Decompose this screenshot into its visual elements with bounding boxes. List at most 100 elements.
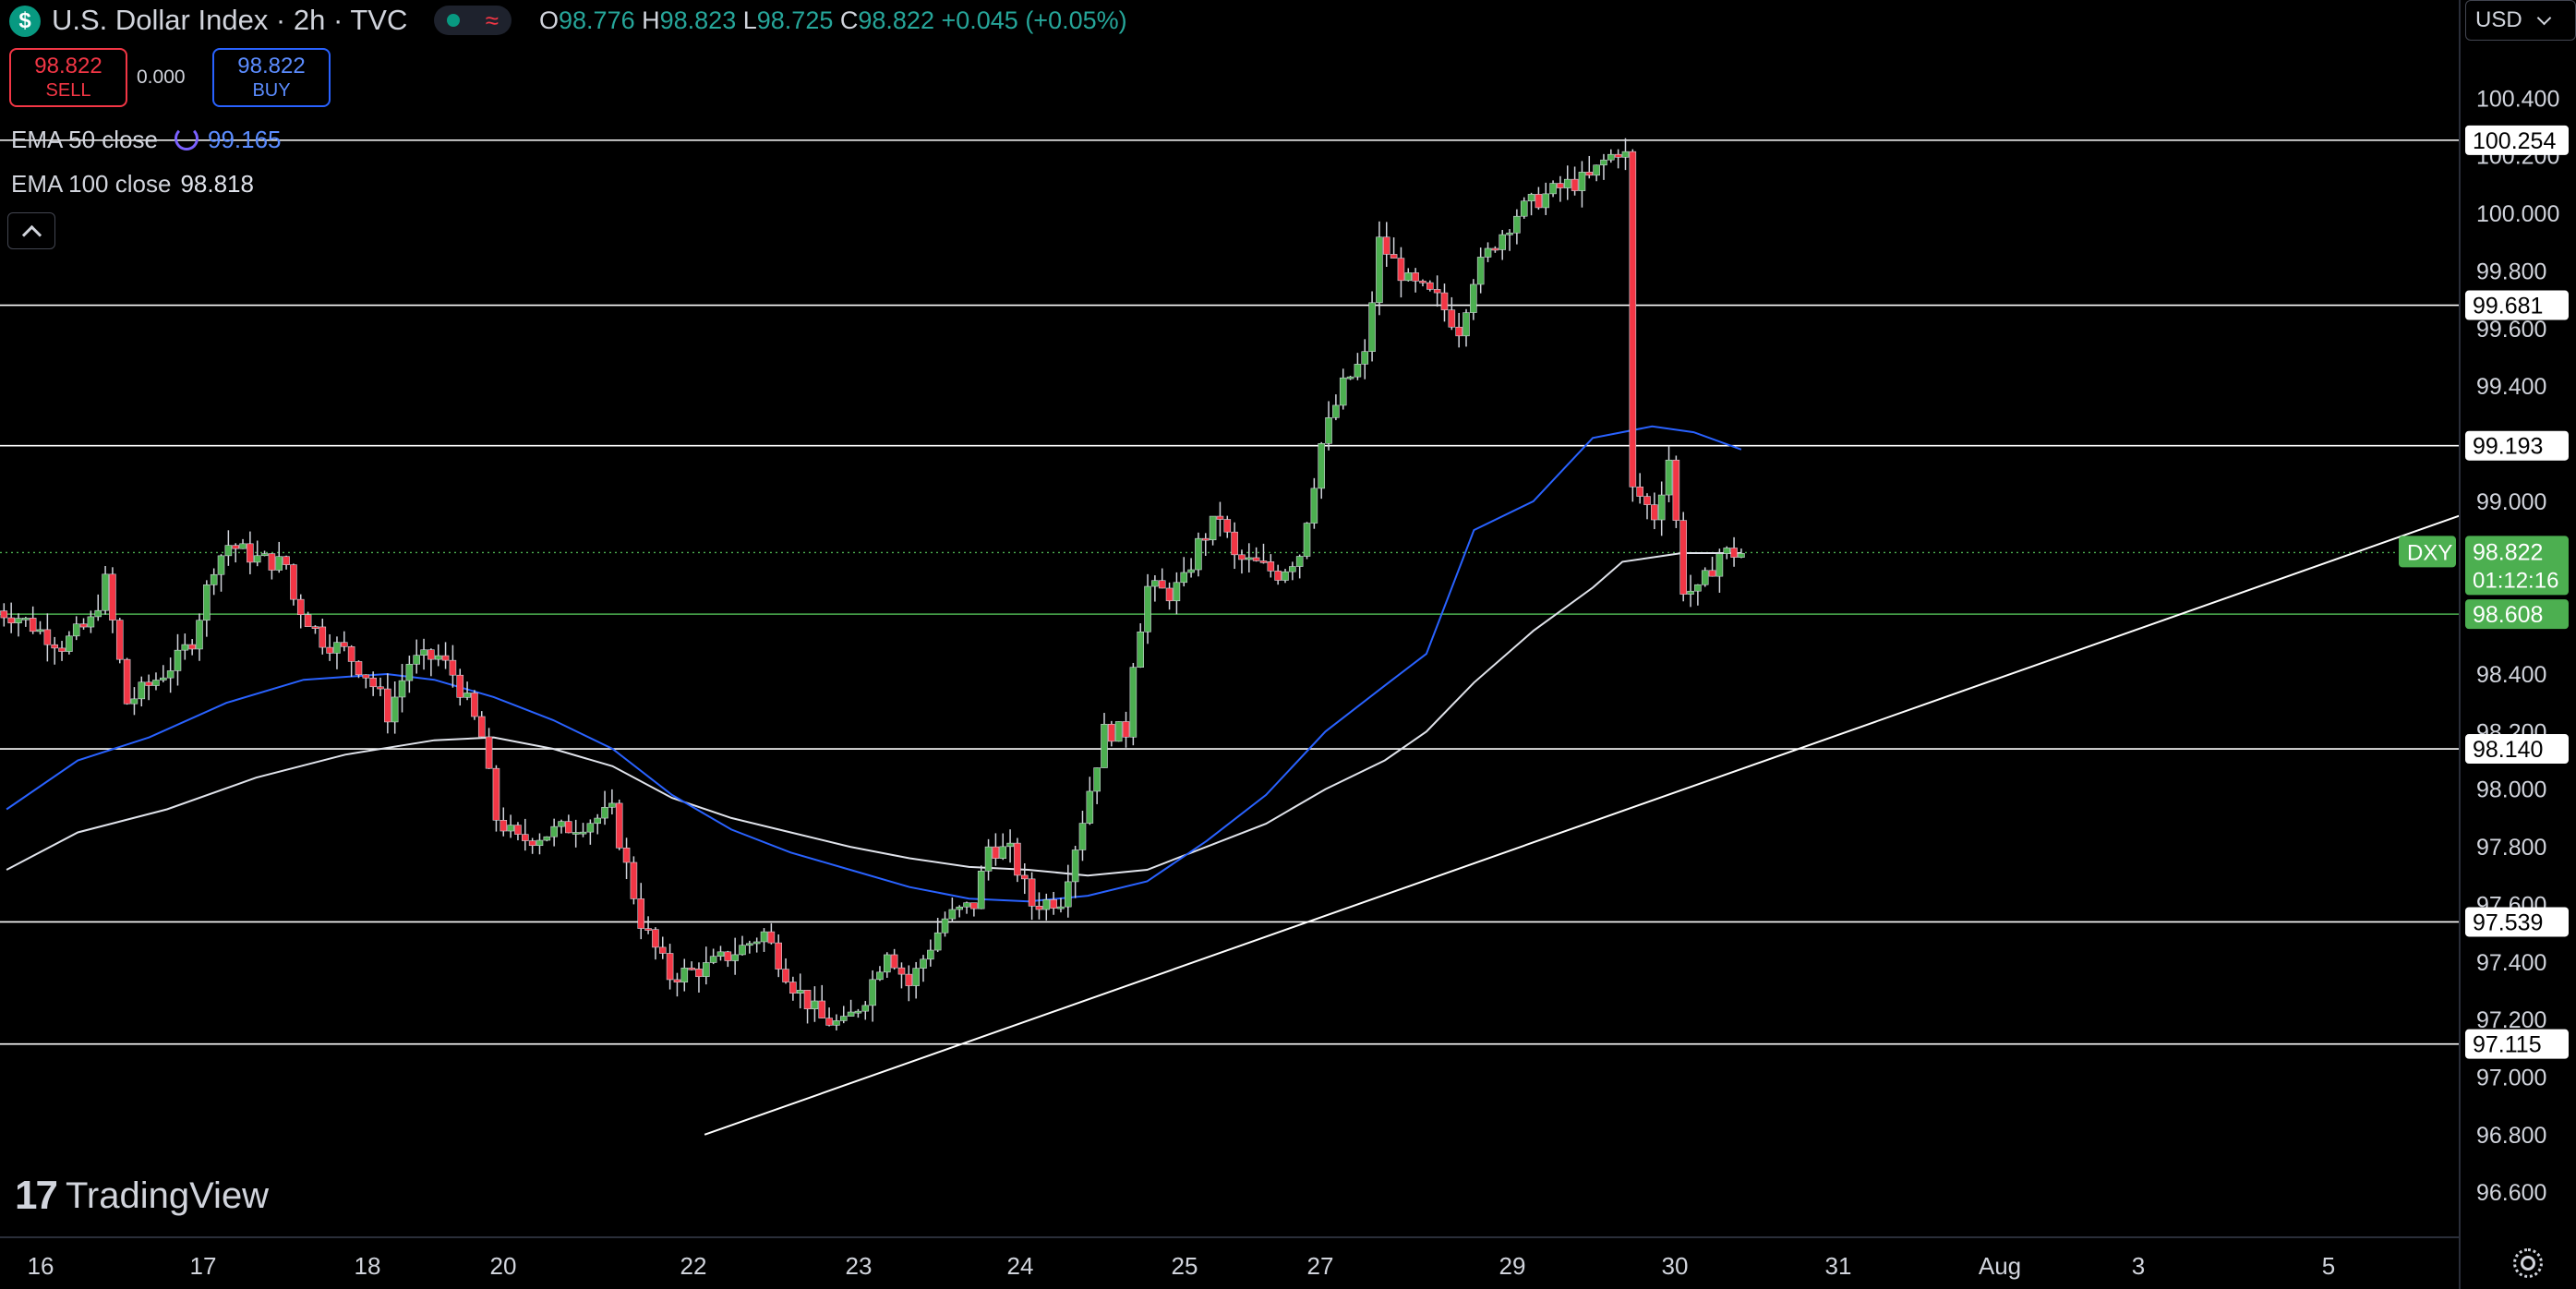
time-tick-label: 3 <box>2132 1252 2145 1280</box>
countdown-label: 01:12:16 <box>2473 568 2558 593</box>
price-tick-label: 99.600 <box>2476 317 2546 343</box>
price-axis[interactable]: 100.400100.200100.00099.80099.60099.4009… <box>2399 0 2569 1289</box>
tradingview-watermark[interactable]: 17 TradingView <box>15 1173 269 1219</box>
candle-body <box>1397 258 1405 282</box>
time-tick-label: 30 <box>1662 1252 1689 1280</box>
candle-body <box>1448 309 1456 328</box>
sell-button[interactable]: 98.822 SELL <box>9 48 127 107</box>
candle-body <box>500 820 508 832</box>
level-price-label: 100.254 <box>2473 128 2556 154</box>
candle-body <box>1491 247 1499 251</box>
candle-body <box>1440 292 1449 310</box>
candle-body <box>1484 247 1492 258</box>
candle-body <box>702 962 710 978</box>
candle-body <box>558 821 565 827</box>
candle-body <box>1216 515 1224 520</box>
candle-body <box>1151 580 1159 587</box>
price-tick-label: 100.400 <box>2476 86 2559 112</box>
buy-label: BUY <box>252 80 291 101</box>
candle-body <box>79 623 88 628</box>
candle-body <box>818 1000 826 1018</box>
candle-body <box>0 610 8 619</box>
time-tick-label: 29 <box>1499 1252 1526 1280</box>
time-axis[interactable]: 16 17 18 20 22 23 24 25 27 29 30 31 Aug 3 5 <box>0 1236 2460 1280</box>
support-trendline <box>704 514 2461 1136</box>
price-tick-label: 98.000 <box>2476 777 2546 803</box>
candle-body <box>311 626 319 629</box>
candle-body <box>181 644 189 651</box>
candle-body <box>210 573 218 585</box>
gear-icon[interactable] <box>2513 1248 2543 1278</box>
candle-body <box>1715 553 1724 577</box>
candle-body <box>115 620 124 660</box>
candle-body <box>1571 178 1579 191</box>
candle-body <box>536 839 544 847</box>
candle-body <box>1318 443 1325 489</box>
loop-icon[interactable] <box>174 126 199 151</box>
indicator-ema50[interactable]: EMA 50 close 99.165 <box>11 126 282 154</box>
candle-body <box>260 553 269 557</box>
level-price-label: 97.539 <box>2473 910 2543 935</box>
candle-body <box>1158 580 1166 589</box>
candle-body <box>477 716 486 738</box>
candle-body <box>796 990 804 994</box>
candle-body <box>1412 272 1419 282</box>
candle-body <box>22 618 30 620</box>
candle-body <box>109 573 116 620</box>
candle-body <box>326 646 333 654</box>
candle-body <box>521 834 529 841</box>
candle-body <box>7 617 15 624</box>
ema100-line <box>6 552 1741 877</box>
candle-body <box>1513 215 1521 234</box>
indicator-ema50-label: EMA 50 close <box>11 126 158 153</box>
candle-body <box>608 802 616 808</box>
candle-body <box>622 847 631 863</box>
level-price-tag <box>2465 430 2569 461</box>
candle-body <box>1231 531 1238 556</box>
candle-body <box>232 545 239 549</box>
chart-title[interactable]: U.S. Dollar Index · 2h · TVC <box>52 4 408 36</box>
candle-body <box>1476 257 1485 285</box>
candle-body <box>87 616 95 628</box>
market-status[interactable]: ≈ <box>434 6 512 35</box>
sell-price: 98.822 <box>34 54 102 78</box>
time-tick-label: 20 <box>490 1252 517 1280</box>
currency-select[interactable]: USD <box>2465 0 2576 41</box>
indicator-ema50-value: 99.165 <box>207 126 282 153</box>
collapse-indicators-button[interactable] <box>7 212 55 249</box>
candle-body <box>1209 515 1217 541</box>
candle-body <box>1332 404 1340 418</box>
candle-body <box>1708 570 1716 577</box>
candle-body <box>188 644 196 650</box>
candle-body <box>1303 523 1311 557</box>
candle-body <box>543 836 551 841</box>
candle-body <box>1187 569 1195 573</box>
buy-button[interactable]: 98.822 BUY <box>212 48 331 107</box>
candle-body <box>1274 571 1282 581</box>
candle-body <box>427 649 435 660</box>
candle-body <box>1020 874 1029 880</box>
candle-body <box>811 1000 819 1010</box>
candle-body <box>283 556 290 565</box>
candle-body <box>1137 632 1144 668</box>
candle-body <box>152 680 160 686</box>
candle-body <box>247 543 254 563</box>
candle-body <box>803 990 812 1010</box>
candle-body <box>1701 570 1709 585</box>
candle-body <box>572 832 580 835</box>
indicator-ema100[interactable]: EMA 100 close 98.818 <box>11 170 254 199</box>
candle-body <box>15 618 22 624</box>
change-value: +0.045 (+0.05%) <box>941 6 1127 34</box>
candle-body <box>746 943 753 946</box>
candle-body <box>977 871 985 910</box>
candle-body <box>1108 723 1115 742</box>
candle-body <box>688 968 695 970</box>
candle-body <box>145 681 152 686</box>
candle-body <box>1665 459 1673 496</box>
candle-body <box>160 677 167 681</box>
candle-body <box>579 831 587 835</box>
candle-body <box>752 941 761 945</box>
candle-body <box>1028 878 1036 907</box>
candle-body <box>102 573 109 611</box>
